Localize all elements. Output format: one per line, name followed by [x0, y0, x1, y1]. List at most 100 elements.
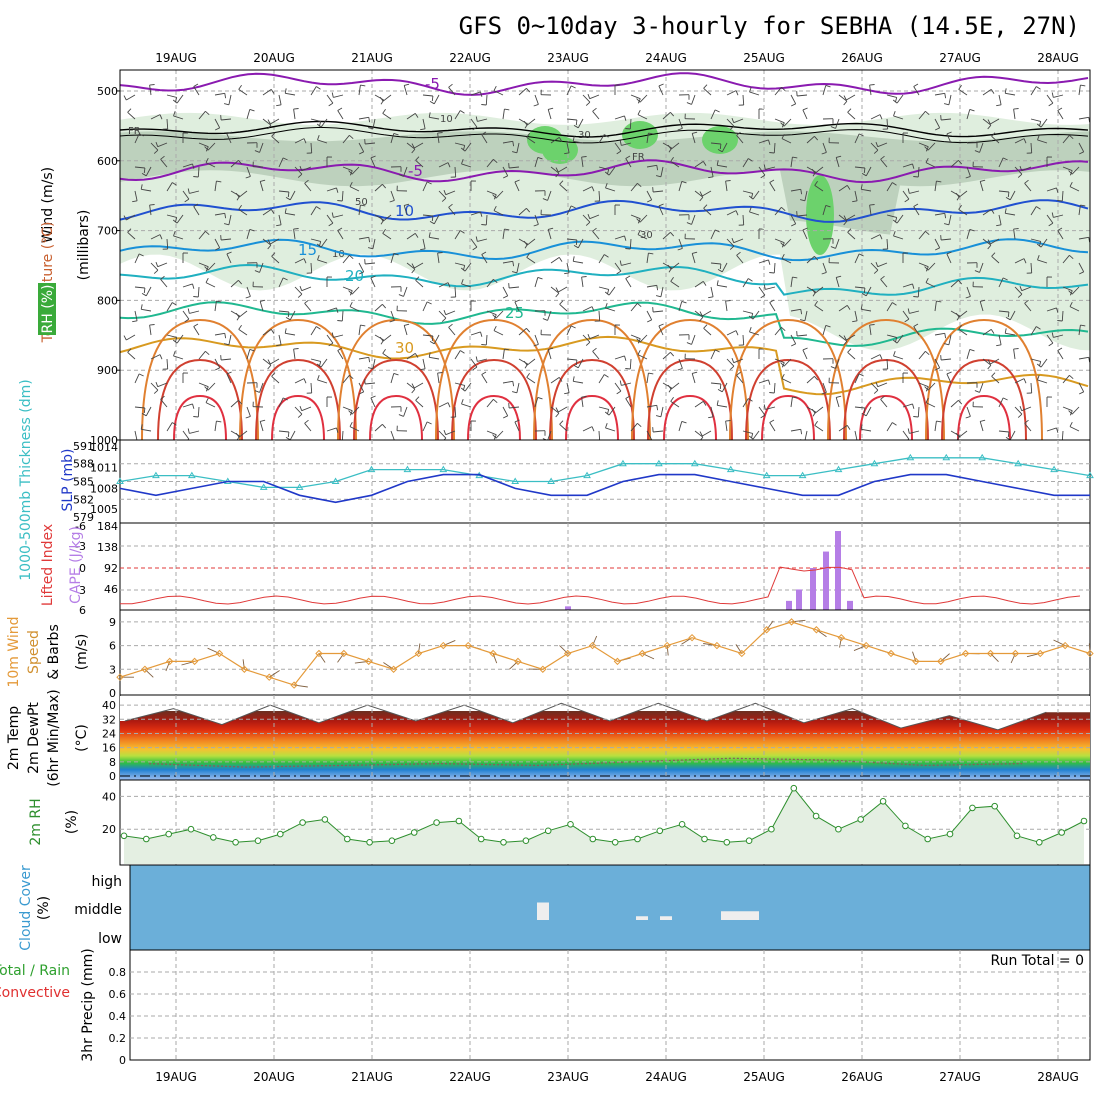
wind-barb [678, 358, 683, 369]
wind-barb [437, 373, 440, 384]
wind-barb [598, 286, 609, 290]
wind-barb-feather [159, 114, 163, 120]
wind-barb [822, 382, 827, 393]
warm-dome-line [859, 394, 913, 441]
wind-barb-feather [359, 391, 364, 395]
wind-barb [581, 397, 584, 408]
isotherm-line [119, 335, 1089, 396]
wind-barb [979, 421, 984, 432]
wind-barb-feather [1004, 88, 1007, 94]
wind-barb [1046, 214, 1054, 224]
wind-barb [1037, 139, 1048, 144]
wind10-marker [638, 649, 647, 658]
wind-barb-feather [1002, 157, 1008, 161]
cape-bar [796, 589, 802, 610]
wind-barb [1078, 116, 1089, 120]
wind-barb [1024, 303, 1032, 312]
wind-barb [278, 334, 282, 345]
wind-barb-feather [411, 383, 415, 389]
wind-barb [1013, 109, 1016, 120]
wind-barb [802, 349, 808, 360]
wind-barb [646, 133, 649, 144]
wind10-marker [265, 673, 273, 681]
wind-barb-feather [411, 143, 415, 149]
wind-barb-feather [735, 90, 739, 96]
wind-barb-feather [492, 194, 497, 199]
rh2m-marker [745, 837, 753, 845]
wind-barb [742, 158, 749, 168]
wind-barb [998, 190, 1009, 193]
wind-barb [326, 187, 337, 192]
wind-barb-feather [331, 92, 334, 98]
wind-barb-feather [1068, 170, 1073, 175]
cloud-panel: high middle low Cloud Cover (%) [18, 864, 1091, 951]
wind-barb-feather [526, 88, 531, 93]
wind-barb [481, 374, 488, 384]
rh2m-marker [969, 804, 976, 812]
wind-barb [182, 430, 190, 440]
wind-barb [317, 139, 328, 144]
wind-barb-feather [276, 224, 282, 227]
wind-barb-feather [996, 344, 1002, 347]
wind-barb [608, 406, 616, 416]
wind-barb [403, 166, 408, 177]
slp-tick-label: 1008 [90, 482, 118, 495]
wind-barb-feather [990, 209, 995, 214]
wind-barb-feather [625, 368, 631, 370]
rh2m-marker [187, 825, 195, 833]
wind-barb-feather [382, 424, 387, 429]
wind-barb-feather [238, 85, 242, 90]
wind-barb [415, 279, 424, 288]
wind-barb [869, 205, 872, 216]
wind-barb-feather [204, 386, 209, 391]
wind-barb [1040, 118, 1048, 128]
wind-barb [710, 349, 716, 360]
wind-barb-feather [814, 376, 819, 381]
wind-barb [598, 166, 609, 170]
wind-barb-feather [681, 180, 687, 184]
wind-barb [726, 330, 737, 336]
wind-barb-feather [503, 415, 508, 419]
wind-barb-feather [825, 324, 831, 328]
wind-barb [1030, 142, 1033, 154]
wind-barb [982, 329, 992, 336]
wind-barb [382, 214, 392, 222]
thickness-marker [583, 471, 591, 479]
wind-barb-feather [284, 208, 287, 214]
thickness-marker [439, 465, 448, 473]
y-tick-label: 600 [97, 155, 118, 168]
wind-barb-feather [414, 113, 419, 118]
thickness-marker [978, 453, 987, 461]
rh2m-marker [299, 819, 306, 826]
wind-barb [678, 421, 683, 432]
wind-barb-feather [141, 293, 147, 297]
wind-barb [454, 230, 461, 240]
wind-barb [797, 94, 808, 97]
wind-barb [214, 118, 221, 129]
wind-barb-feather [686, 342, 692, 345]
dewpoint-line [149, 757, 1023, 768]
wind-barb [670, 382, 680, 390]
wind-barb-feather [193, 83, 199, 87]
wind-barb [214, 421, 217, 432]
wind-barb [310, 118, 321, 122]
wind-barb [733, 118, 744, 124]
wind-barb-feather [944, 333, 947, 339]
wind-barb-feather [1017, 413, 1023, 418]
wind-barb [230, 430, 240, 437]
wind-barb-feather [514, 179, 520, 183]
wind-barb-feather [249, 348, 255, 352]
wind-barb [486, 279, 494, 288]
wind-barb [662, 351, 671, 360]
wind-barb [721, 142, 728, 153]
wind-barb-feather [512, 261, 515, 267]
wind-barb [614, 235, 625, 240]
wind-barb [598, 254, 605, 264]
wind-barb [516, 142, 520, 153]
wind-barb-feather [1036, 206, 1041, 210]
wind-barb [160, 159, 168, 168]
wind-barb [806, 135, 815, 144]
wind-barb-feather [1024, 419, 1029, 424]
rh-fill-mid [120, 131, 1090, 235]
wind-barb [262, 329, 272, 336]
